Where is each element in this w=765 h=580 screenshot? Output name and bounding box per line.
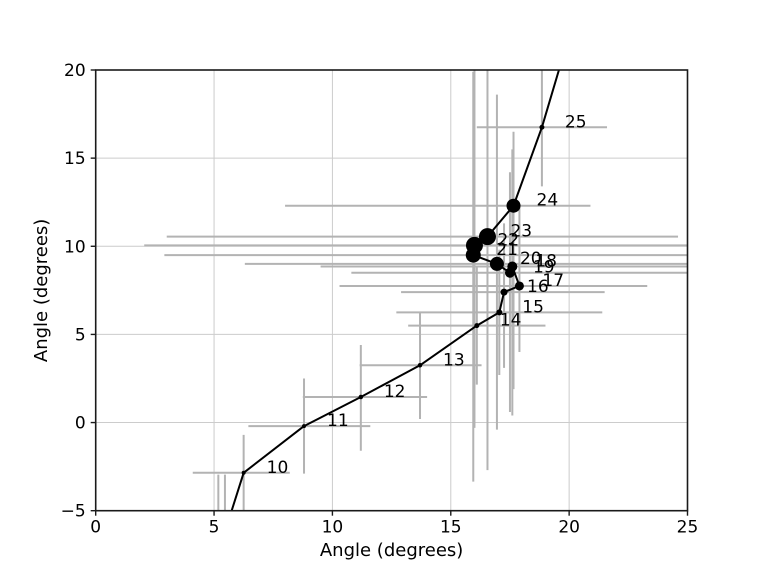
data-point-marker <box>506 198 521 213</box>
data-point-marker <box>504 267 515 278</box>
x-axis: 0 5 10 15 20 25 <box>90 510 699 538</box>
y-tick-label: 15 <box>64 149 86 169</box>
y-tick-label: 5 <box>75 325 86 345</box>
x-tick-label: 15 <box>440 518 462 538</box>
point-label-22: 22 <box>497 230 519 250</box>
point-label-25: 25 <box>565 112 587 132</box>
data-point-marker <box>496 309 503 316</box>
point-label-15: 15 <box>522 297 544 317</box>
data-point-marker <box>539 124 545 130</box>
data-point-marker <box>465 236 483 254</box>
point-label-17: 17 <box>542 271 564 291</box>
y-tick-label: −5 <box>61 502 86 522</box>
point-label-24: 24 <box>537 191 559 211</box>
point-label-13: 13 <box>443 350 465 370</box>
data-point-marker <box>489 256 504 271</box>
x-tick-label: 25 <box>677 518 699 538</box>
plot-area-background <box>95 70 688 511</box>
data-point-marker <box>514 281 524 291</box>
x-tick-label: 0 <box>90 518 101 538</box>
point-label-23: 23 <box>510 222 532 242</box>
point-label-14: 14 <box>500 311 522 331</box>
plot-border <box>94 69 689 512</box>
point-label-11: 11 <box>327 411 349 431</box>
data-point-marker <box>358 394 364 400</box>
data-point-marker <box>302 424 307 429</box>
point-label-10: 10 <box>267 458 289 478</box>
point-label-16: 16 <box>527 277 549 297</box>
y-tick-label: 10 <box>64 237 86 257</box>
y-axis-label: Angle (degrees) <box>31 219 52 362</box>
data-point-marker <box>241 470 246 475</box>
x-tick-label: 5 <box>209 518 220 538</box>
y-tick-label: 0 <box>75 414 86 434</box>
point-label-19: 19 <box>533 258 555 278</box>
x-tick-label: 10 <box>322 518 344 538</box>
point-label-20: 20 <box>520 249 542 269</box>
point-label-18: 18 <box>535 252 557 272</box>
point-label-21: 21 <box>496 240 518 260</box>
error-bars <box>144 70 688 511</box>
data-point-marker <box>478 228 496 246</box>
point-label-12: 12 <box>384 382 406 402</box>
data-point-marker <box>474 323 480 329</box>
data-point-marker <box>500 288 508 296</box>
data-point-marker <box>417 363 423 368</box>
x-axis-label: Angle (degrees) <box>320 540 463 561</box>
y-tick-label: 20 <box>64 61 86 81</box>
data-points <box>241 124 545 475</box>
y-axis: −5 0 5 10 15 20 <box>61 61 96 522</box>
x-tick-label: 20 <box>558 518 580 538</box>
